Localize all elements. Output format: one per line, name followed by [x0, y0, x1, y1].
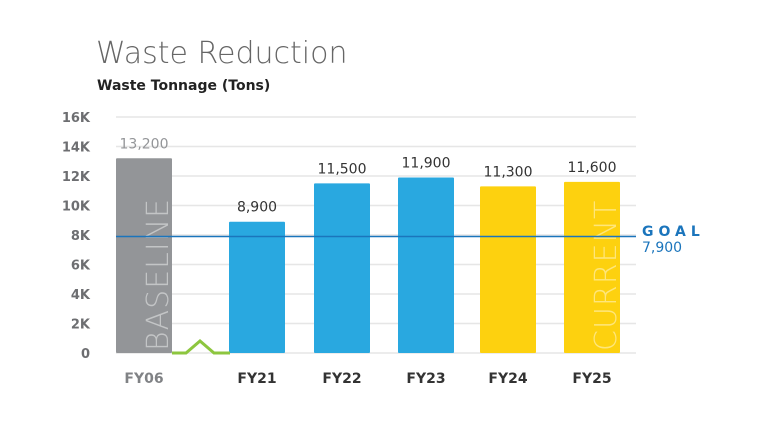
value-label: 11,600	[568, 160, 617, 176]
value-label: 13,200	[120, 136, 169, 152]
y-tick-label: 16K	[62, 111, 91, 126]
bar-fy06	[116, 158, 172, 353]
x-tick-label: FY22	[322, 371, 361, 387]
bar-fy22	[314, 183, 370, 353]
y-tick-label: 6K	[71, 259, 91, 274]
value-label: 11,300	[484, 164, 533, 180]
value-label: 11,500	[318, 161, 367, 177]
axis-break-icon	[172, 339, 230, 355]
y-tick-label: 12K	[62, 170, 91, 185]
x-tick-label: FY21	[237, 371, 276, 387]
bar-annotation: BASELINE	[141, 198, 176, 351]
value-label: 11,900	[402, 155, 451, 171]
y-tick-label: 4K	[71, 288, 91, 303]
bar-fy23	[398, 177, 454, 353]
x-tick-label: FY23	[406, 371, 445, 387]
y-tick-label: 10K	[62, 200, 91, 215]
bar-annotation: CURRENT	[589, 200, 624, 351]
bar-fy25	[564, 181, 620, 353]
bar-fy24	[480, 186, 536, 353]
goal-value: 7,900	[642, 240, 682, 256]
y-tick-label: 8K	[71, 229, 91, 244]
chart-title: Waste Reduction	[96, 36, 348, 71]
y-tick-label: 0	[81, 347, 90, 362]
y-tick-label: 14K	[62, 141, 91, 156]
y-tick-label: 2K	[71, 318, 91, 333]
value-label: 8,900	[237, 200, 277, 216]
chart-subtitle: Waste Tonnage (Tons)	[97, 78, 271, 94]
x-tick-label: FY25	[572, 371, 611, 387]
goal-label: GOAL	[642, 224, 705, 240]
x-tick-label: FY24	[488, 371, 527, 387]
x-tick-label: FY06	[124, 371, 163, 387]
bar-fy21	[229, 221, 285, 353]
